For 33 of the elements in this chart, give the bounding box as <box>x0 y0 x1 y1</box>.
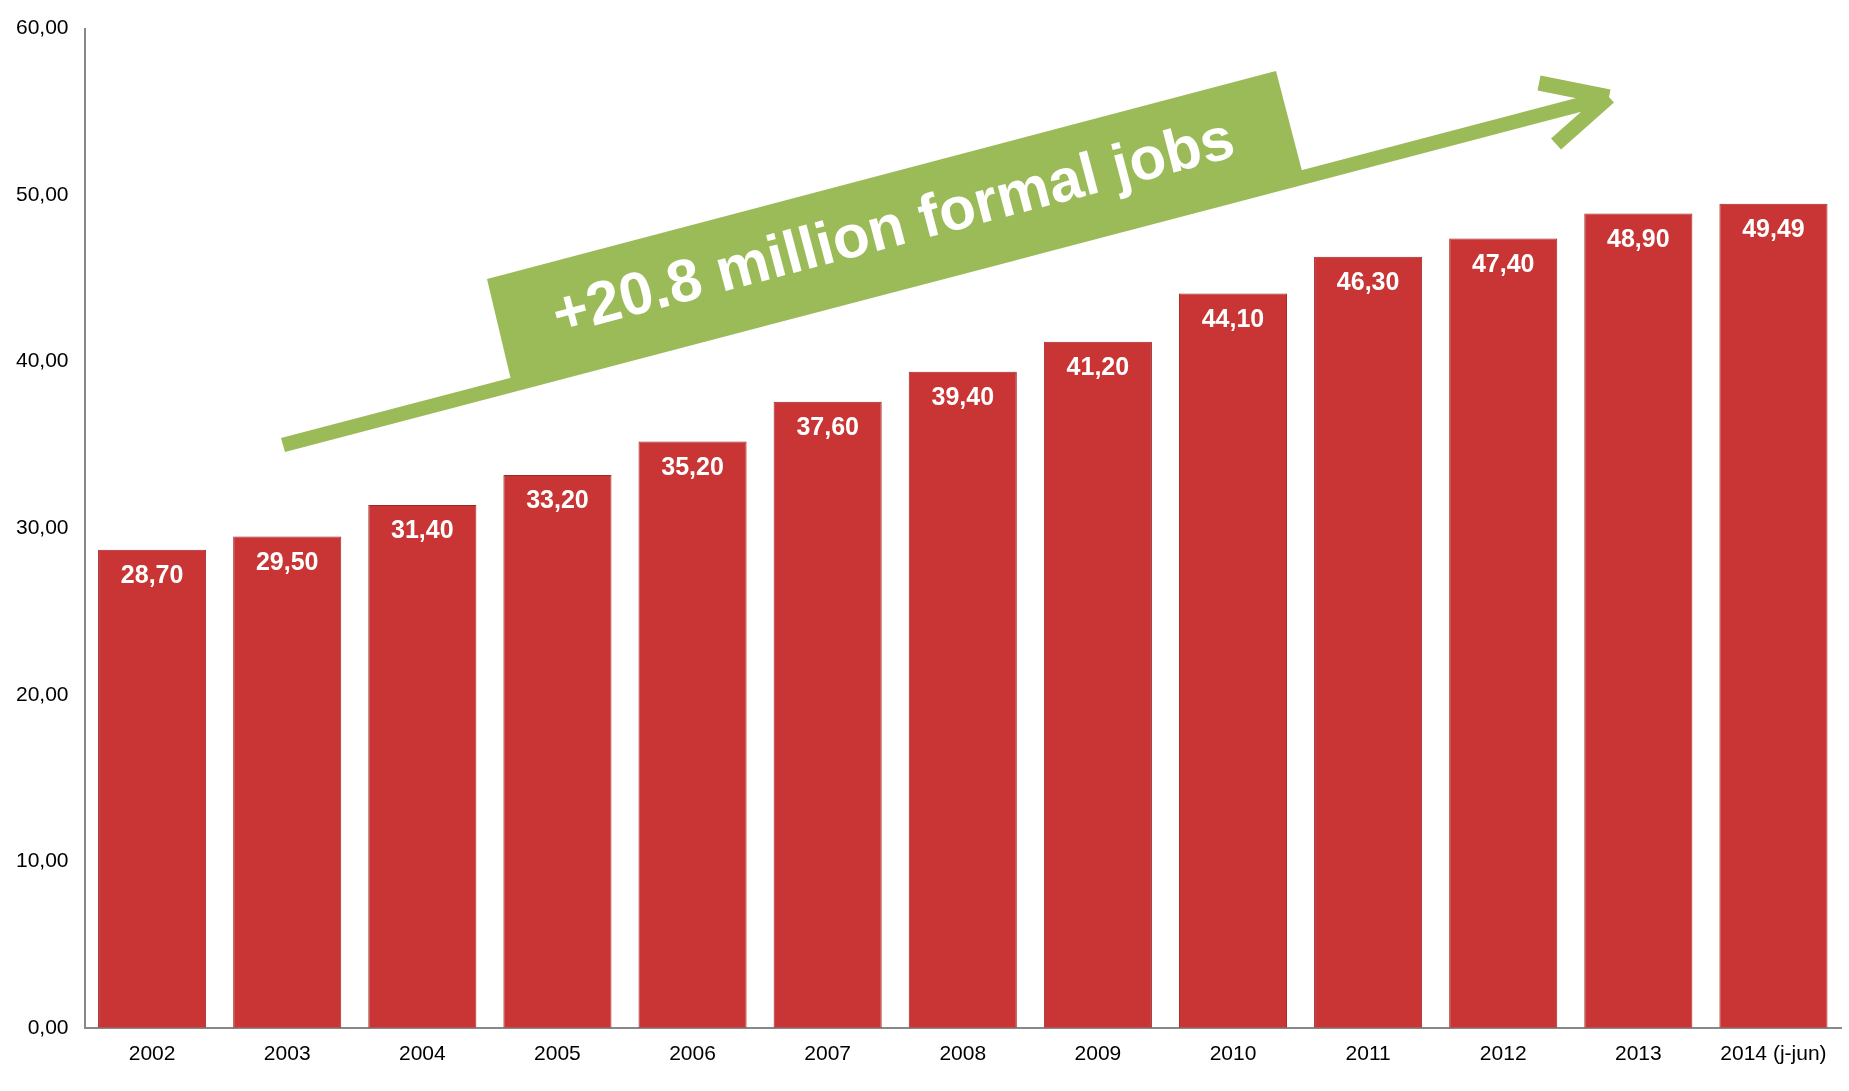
data-label: 35,20 <box>661 451 724 480</box>
x-tick-label: 2005 <box>534 1041 581 1065</box>
x-tick-label: 2012 <box>1479 1041 1527 1065</box>
x-tick-label: 2006 <box>669 1041 716 1065</box>
data-label: 44,10 <box>1201 303 1265 332</box>
data-label: 37,60 <box>796 412 859 441</box>
y-tick-label: 60,00 <box>15 15 69 39</box>
x-tick-label: 2008 <box>939 1041 987 1065</box>
data-label: 33,20 <box>526 485 589 514</box>
y-tick-label: 30,00 <box>15 515 69 538</box>
y-tick-label: 40,00 <box>15 348 69 372</box>
x-tick-label: 2009 <box>1074 1041 1122 1065</box>
data-label: 39,40 <box>931 382 995 411</box>
y-tick-label: 0,00 <box>27 1014 69 1038</box>
data-label: 28,70 <box>120 560 184 589</box>
x-tick-label: 2004 <box>398 1041 447 1065</box>
x-tick-label: 2002 <box>128 1041 176 1065</box>
x-tick-label: 2003 <box>263 1041 311 1065</box>
data-label: 31,40 <box>391 515 454 544</box>
data-label: 48,90 <box>1607 223 1670 252</box>
data-label: 49,49 <box>1742 214 1805 243</box>
data-label: 47,40 <box>1471 248 1535 277</box>
x-tick-label: 2010 <box>1209 1041 1257 1065</box>
y-tick-label: 50,00 <box>15 181 69 205</box>
data-label: 46,30 <box>1336 267 1400 296</box>
y-tick-label: 10,00 <box>15 848 69 872</box>
x-tick-label: 2011 <box>1345 1041 1391 1065</box>
x-tick-label: 2007 <box>804 1041 852 1065</box>
y-tick-label: 20,00 <box>15 681 69 705</box>
x-tick-label: 2014 (j-jun) <box>1720 1041 1827 1065</box>
data-label: 29,50 <box>255 546 319 575</box>
x-tick-label: 2013 <box>1614 1041 1662 1065</box>
data-label: 41,20 <box>1066 352 1130 381</box>
